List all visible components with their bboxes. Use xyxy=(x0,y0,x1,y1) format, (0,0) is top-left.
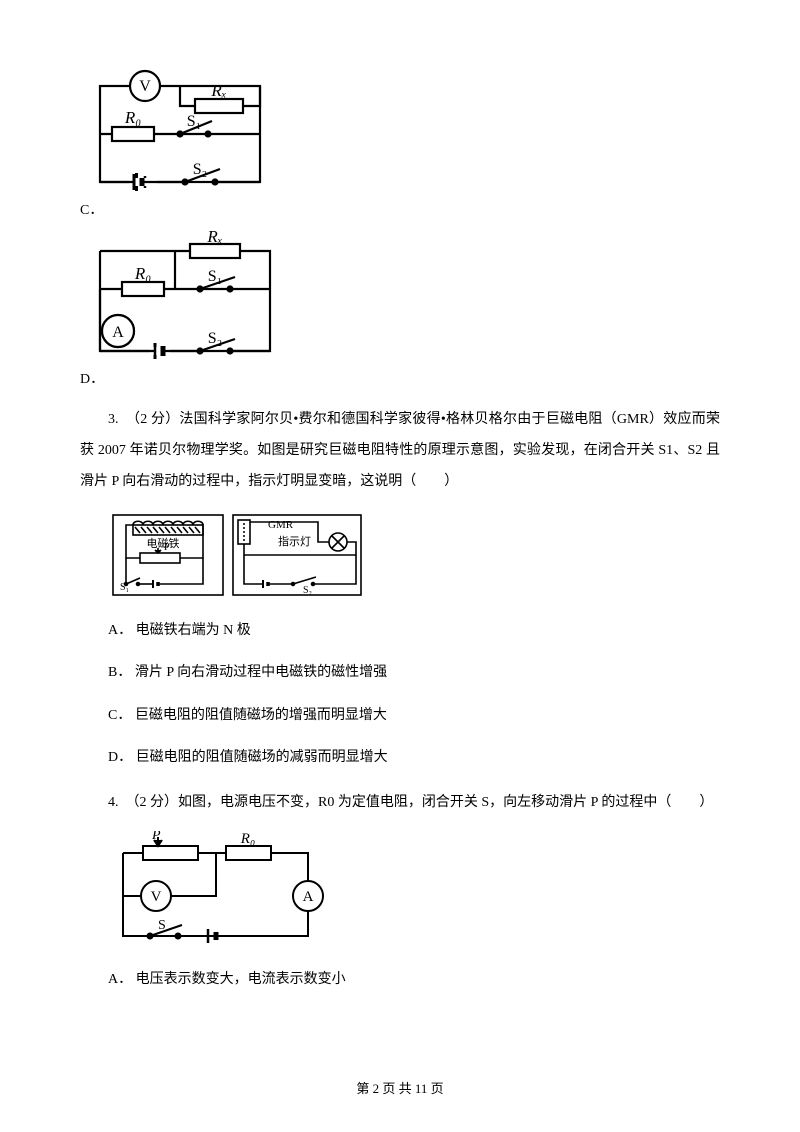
circuit-d-svg: Rₓ R₀ S₁ A A xyxy=(80,231,280,361)
svg-text:V: V xyxy=(139,78,151,95)
svg-text:S₁: S₁ xyxy=(208,268,222,285)
svg-text:R₀: R₀ xyxy=(124,108,141,127)
q4-svg: P R₀ V A S xyxy=(108,831,328,951)
question-3-text: 3. （2 分）法国科学家阿尔贝•费尔和德国科学家彼得•格林贝格尔由于巨磁电阻（… xyxy=(80,405,720,497)
svg-text:R₀: R₀ xyxy=(240,831,255,847)
circuit-diagram-d: Rₓ R₀ S₁ A A xyxy=(80,231,720,361)
svg-text:S₂: S₂ xyxy=(208,330,222,347)
svg-text:V: V xyxy=(151,889,162,905)
option-d-label: D． xyxy=(80,367,104,394)
question-4-text: 4. （2 分）如图，电源电压不变，R0 为定值电阻，闭合开关 S，向左移动滑片… xyxy=(80,788,720,819)
svg-text:S₂: S₂ xyxy=(303,585,312,596)
svg-text:电磁铁: 电磁铁 xyxy=(147,537,180,550)
svg-text:GMR: GMR xyxy=(268,519,294,531)
svg-text:P: P xyxy=(164,542,170,553)
gmr-diagram: 电磁铁 P S₁ GMR 指示灯 xyxy=(108,510,720,602)
q3-option-d: D． 巨磁电阻的阻值随磁场的减弱而明显增大 xyxy=(108,745,720,772)
svg-text:S: S xyxy=(158,918,166,933)
svg-text:A: A xyxy=(112,324,124,341)
gmr-svg: 电磁铁 P S₁ GMR 指示灯 xyxy=(108,510,368,602)
q3-option-a: A． 电磁铁右端为 N 极 xyxy=(108,618,720,645)
svg-text:P: P xyxy=(151,831,161,843)
svg-text:R₀: R₀ xyxy=(134,264,151,283)
circuit-diagram-c: V Rₓ R₀ S₁ xyxy=(80,66,720,192)
svg-text:Rₓ: Rₓ xyxy=(206,231,222,246)
q4-option-a: A． 电压表示数变大，电流表示数变小 xyxy=(108,967,720,994)
page-footer: 第 2 页 共 11 页 xyxy=(0,1077,800,1102)
svg-text:S₁: S₁ xyxy=(120,582,129,593)
q3-option-c: C． 巨磁电阻的阻值随磁场的增强而明显增大 xyxy=(108,703,720,730)
option-c-label: C． xyxy=(80,198,103,225)
svg-text:指示灯: 指示灯 xyxy=(278,534,311,548)
q3-option-b: B． 滑片 P 向右滑动过程中电磁铁的磁性增强 xyxy=(108,660,720,687)
circuit-c-svg: V Rₓ R₀ S₁ xyxy=(80,66,265,192)
svg-text:Rₓ: Rₓ xyxy=(210,81,226,100)
q4-diagram: P R₀ V A S xyxy=(108,831,720,951)
svg-text:S₂: S₂ xyxy=(193,161,207,178)
svg-text:S₁: S₁ xyxy=(187,113,201,130)
svg-text:A: A xyxy=(303,889,314,905)
